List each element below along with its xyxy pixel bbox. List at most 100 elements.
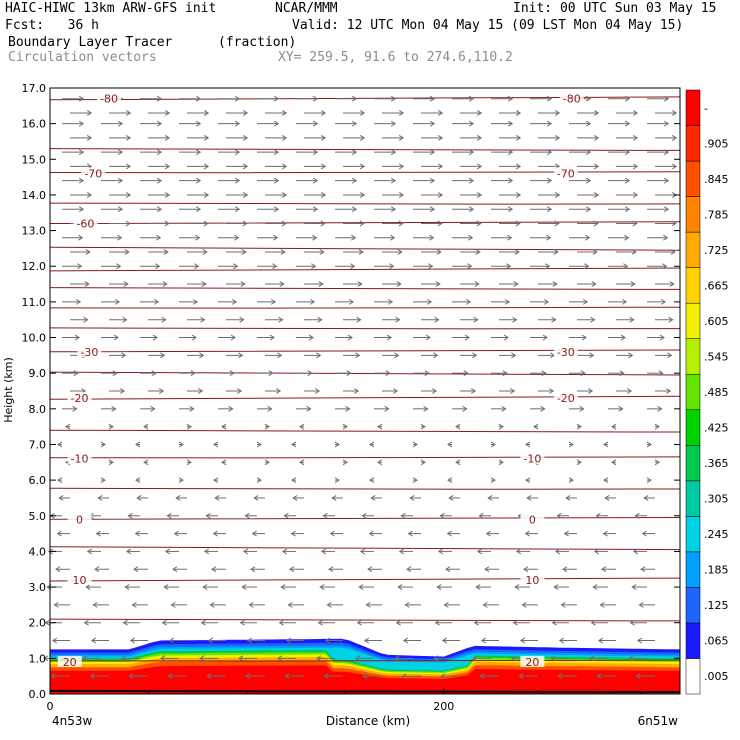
wind-vector-head bbox=[299, 459, 305, 466]
wind-vector-head bbox=[117, 234, 123, 241]
wind-vector-head bbox=[318, 281, 324, 287]
wind-vector-head bbox=[568, 477, 574, 484]
wind-vector-head bbox=[359, 548, 366, 555]
wind-vector-head bbox=[195, 206, 202, 213]
wind-vector-head bbox=[663, 120, 670, 127]
wind-vector-head bbox=[190, 370, 196, 377]
colorbar-swatch bbox=[685, 231, 701, 268]
y-tick-label: 15.0 bbox=[22, 153, 47, 166]
wind-vector-head bbox=[125, 110, 132, 116]
wind-vector-head bbox=[431, 388, 438, 394]
wind-vector-head bbox=[455, 423, 461, 430]
wind-vector-head bbox=[663, 234, 669, 241]
wind-vector-head bbox=[554, 220, 560, 227]
wind-vector-head bbox=[269, 334, 275, 341]
wind-vector-head bbox=[158, 388, 165, 394]
wind-vector-head bbox=[490, 441, 496, 448]
wind-vector-head bbox=[546, 206, 553, 213]
wind-vector-head bbox=[553, 249, 559, 255]
wind-vector-head bbox=[291, 477, 297, 484]
wind-vector-head bbox=[213, 477, 219, 484]
contour-label-bg bbox=[553, 345, 578, 357]
wind-vector-head bbox=[386, 334, 392, 341]
wind-vector-head bbox=[350, 263, 356, 270]
wind-vector-head bbox=[603, 441, 609, 448]
y-axis: 0.0 1.0 2.0 3.0 4.0 5.0 6.0 7.0 8.0 9.0 10.0 11.0 12… bbox=[22, 82, 680, 701]
wind-vector-head bbox=[203, 110, 210, 116]
wind-vector-head bbox=[273, 234, 279, 241]
contour-label: -30 bbox=[80, 346, 98, 359]
wind-vector-head bbox=[164, 548, 171, 555]
wind-vector-head bbox=[398, 110, 405, 116]
valid-time: Valid: 12 UTC Mon 04 May 15 (09 LST Mon … bbox=[292, 18, 684, 33]
wind-vector-head bbox=[369, 441, 375, 448]
wind-vector-head bbox=[317, 316, 323, 323]
wind-vector-head bbox=[320, 220, 326, 227]
contour-label-bg bbox=[520, 452, 545, 464]
colorbar-swatch bbox=[685, 338, 701, 375]
wind-vector-head bbox=[111, 405, 117, 412]
wind-vector-head bbox=[55, 566, 61, 573]
wind-vector-head bbox=[167, 673, 173, 680]
model-title: HAIC-HIWC 13km ARW-GFS init bbox=[5, 1, 217, 16]
wind-vector-head bbox=[589, 655, 595, 662]
wind-vector-head bbox=[203, 220, 209, 227]
wind-vector-head bbox=[97, 495, 103, 501]
isotherm-line bbox=[49, 221, 681, 225]
contour-label-bg bbox=[67, 573, 92, 585]
wind-vector-head bbox=[197, 388, 204, 394]
wind-vector-head bbox=[611, 459, 617, 466]
wind-vector-head bbox=[560, 601, 566, 608]
contour-label: 20 bbox=[525, 656, 539, 669]
y-tick-label: 4.0 bbox=[29, 545, 47, 558]
contour-label: -70 bbox=[84, 168, 102, 181]
y-tick-label: 16.0 bbox=[22, 118, 47, 131]
wind-vector-head bbox=[164, 134, 171, 141]
wind-vector-head bbox=[593, 110, 600, 116]
wind-vector-head bbox=[319, 249, 325, 255]
wind-vector-head bbox=[57, 441, 63, 448]
wind-vector-head bbox=[632, 548, 639, 555]
wind-vector-head bbox=[359, 134, 366, 141]
wind-vector-head bbox=[446, 530, 452, 537]
wind-vector-head bbox=[630, 281, 636, 287]
wind-vector-head bbox=[73, 370, 79, 377]
wind-vector-head bbox=[670, 249, 676, 255]
wind-vector-head bbox=[239, 316, 245, 323]
wind-vector-head bbox=[401, 673, 407, 680]
wind-vector-head bbox=[212, 530, 218, 537]
wind-vector-head bbox=[155, 263, 161, 270]
wind-vector-head bbox=[468, 206, 475, 213]
colorbar-swatch bbox=[685, 373, 701, 411]
wind-vector-head bbox=[593, 548, 600, 555]
y-tick-label: 2.0 bbox=[29, 617, 47, 630]
wind-vector-head bbox=[285, 637, 292, 644]
wind-vector-head bbox=[621, 298, 628, 305]
isotherm-line bbox=[49, 456, 681, 459]
wind-vector-head bbox=[291, 441, 297, 448]
wind-vector-head bbox=[273, 206, 280, 213]
y-tick-label: 8.0 bbox=[29, 403, 47, 416]
wind-vector-head bbox=[623, 263, 629, 270]
wind-vector-head bbox=[308, 334, 314, 341]
wind-vector-head bbox=[207, 637, 214, 644]
org-label: NCAR/MMM bbox=[275, 1, 338, 16]
wind-vector-head bbox=[195, 149, 202, 156]
wind-vector-head bbox=[117, 149, 124, 156]
wind-vector-head bbox=[524, 530, 530, 537]
y-tick-label: 0.0 bbox=[29, 688, 47, 701]
wind-vector-head bbox=[242, 548, 249, 555]
wind-vector-head bbox=[465, 298, 472, 305]
wind-vector-head bbox=[203, 548, 210, 555]
wind-vector-head bbox=[161, 316, 167, 323]
wind-vector-head bbox=[234, 206, 241, 213]
wind-vector-head bbox=[143, 423, 149, 430]
wind-vector-head bbox=[632, 220, 638, 227]
wind-vector-head bbox=[548, 388, 555, 394]
wind-vector-head bbox=[624, 120, 631, 127]
wind-vector-head bbox=[246, 637, 253, 644]
wind-vector-head bbox=[593, 192, 600, 198]
wind-vector-head bbox=[428, 263, 434, 270]
wind-vector-head bbox=[671, 134, 678, 141]
contour-label: -30 bbox=[557, 346, 575, 359]
